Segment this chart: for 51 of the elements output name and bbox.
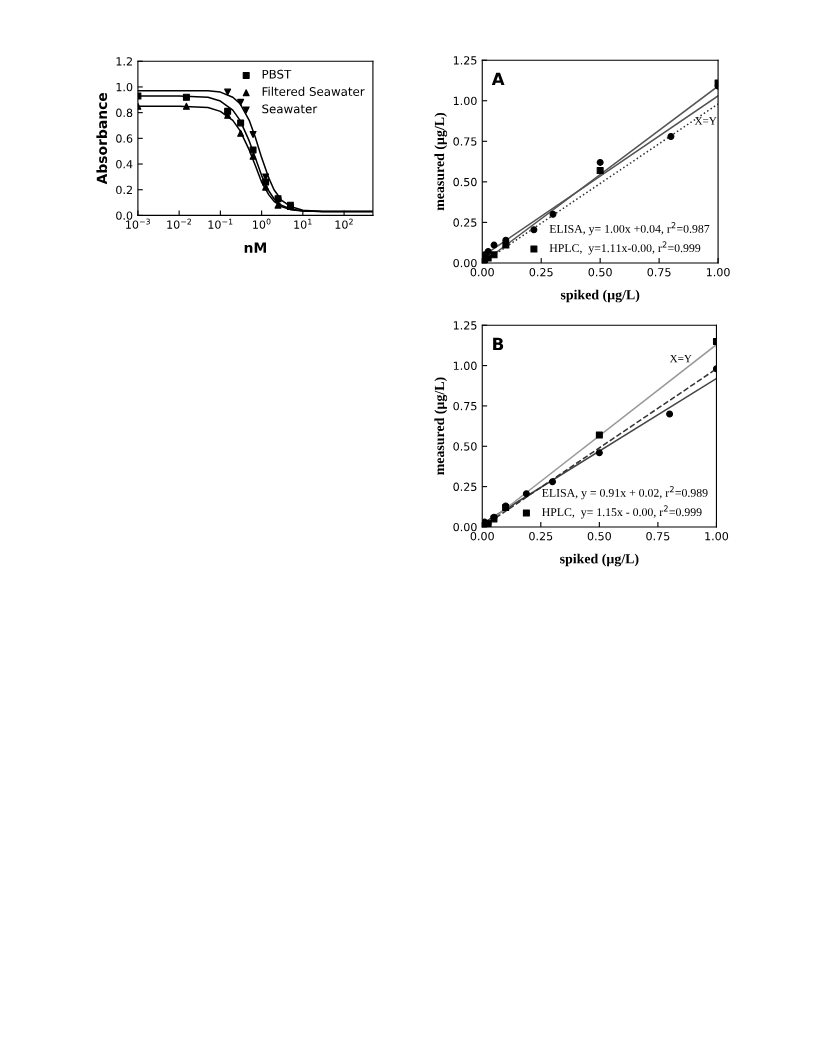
x-axis-title: spiked (µg/L) <box>560 289 640 303</box>
y-tick-label: 0.75 <box>453 137 477 146</box>
y-tick-label: 0.50 <box>453 177 477 187</box>
x-tick-label: 10$^{−3}$ <box>126 218 150 229</box>
x-tick-label: 0.75 <box>647 268 671 277</box>
x-axis-title: nM <box>244 242 266 253</box>
legend-label: HPLC, y= 1.15x - 0.00, r$^{2}$=0.999 <box>542 505 702 519</box>
y-tick-label: 0.00 <box>453 258 477 268</box>
y-tick-label: 0.2 <box>116 185 132 195</box>
x-tick-label: 0.50 <box>588 268 612 277</box>
y-tick-label: 1.00 <box>453 96 477 106</box>
annotation: B <box>493 337 504 351</box>
x-tick-label: 0.00 <box>470 532 494 541</box>
y-tick-label: 0.25 <box>453 482 477 491</box>
x-tick-label: 1.00 <box>706 268 730 277</box>
x-tick-label: 10$^{1}$ <box>294 218 312 229</box>
x-tick-label: 10$^{−1}$ <box>208 218 233 229</box>
y-tick-label: 0.0 <box>116 211 133 220</box>
y-axis-title: Absorbance <box>96 92 108 185</box>
x-tick-label: 10$^{2}$ <box>335 218 353 229</box>
y-tick-label: 0.4 <box>116 160 133 169</box>
x-tick-label: 0.25 <box>529 532 553 541</box>
legend-label: Seawater <box>262 104 318 114</box>
x-tick-label: 0.25 <box>529 268 553 277</box>
y-tick-label: 1.00 <box>453 361 477 370</box>
y-axis-title: measured (µg/L) <box>434 112 448 211</box>
y-tick-label: 1.0 <box>116 82 133 92</box>
x-tick-label: 0.75 <box>646 532 670 541</box>
x-tick-label: 1.00 <box>705 532 729 541</box>
x-tick-label: 0.00 <box>470 268 494 277</box>
annotation: A <box>491 72 505 86</box>
x-tick-label: 10$^{−2}$ <box>167 218 192 229</box>
y-tick-label: 1.25 <box>453 56 477 65</box>
x-axis-title: spiked (µg/L) <box>560 553 639 567</box>
y-tick-label: 0.6 <box>116 134 133 143</box>
annotation: X=Y <box>669 354 692 363</box>
y-tick-label: 0.50 <box>453 442 477 451</box>
legend-label: HPLC, y=1.11x-0.00, r$^{2}$=0.999 <box>549 241 701 255</box>
legend-label: Filtered Seawater <box>262 86 365 96</box>
y-axis-title: measured (µg/L) <box>434 377 448 475</box>
annotation: X=Y <box>694 117 717 125</box>
y-tick-label: 1.25 <box>453 321 477 330</box>
y-tick-label: 0.8 <box>116 108 133 118</box>
y-tick-label: 0.00 <box>453 522 477 532</box>
x-tick-label: 0.50 <box>587 532 611 541</box>
legend-label: PBST <box>262 69 292 79</box>
y-tick-label: 0.75 <box>453 401 477 411</box>
legend-label: ELISA, y = 0.91x + 0.02, r$^{2}$=0.989 <box>542 486 708 500</box>
x-tick-label: 10$^{0}$ <box>253 218 271 229</box>
y-tick-label: 1.2 <box>116 57 132 66</box>
legend-label: ELISA, y= 1.00x +0.04, r$^{2}$=0.987 <box>549 222 710 236</box>
